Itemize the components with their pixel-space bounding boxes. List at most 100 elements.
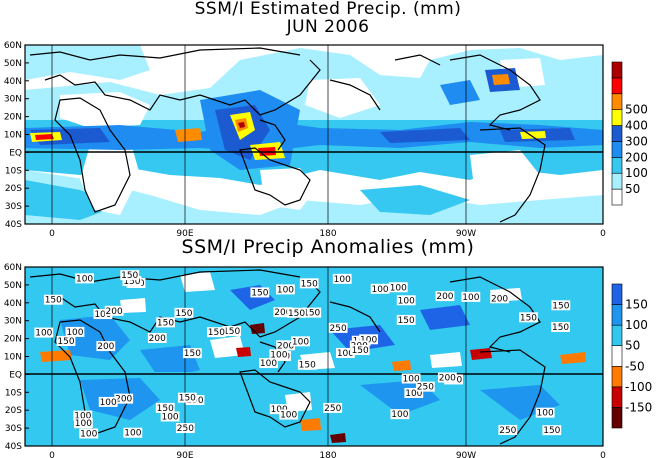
- contour-label: 150: [57, 337, 74, 347]
- contour-label: 150: [123, 277, 140, 287]
- lat-tick-label: 40N: [4, 299, 22, 309]
- contour-label: 150: [552, 323, 569, 333]
- colorbar-swatch: [611, 365, 623, 388]
- contour-label: 100: [94, 310, 111, 320]
- colorbar-swatch: [611, 345, 623, 367]
- colorbar-label: 400: [625, 119, 648, 133]
- contour-label: 100: [76, 274, 93, 284]
- lat-tick-label: 10N: [4, 353, 22, 363]
- contour-label: 150: [208, 328, 225, 338]
- contour-label: 100: [391, 410, 408, 420]
- contour-label: 150: [251, 288, 268, 298]
- colorbar-swatch: [611, 283, 623, 305]
- anomaly-map-panel: 1501001501001001501001501001001001502001…: [4, 263, 652, 458]
- colorbar-swatch: [611, 125, 623, 142]
- colorbar-swatch: [611, 157, 623, 174]
- contour-label: 150: [45, 296, 62, 306]
- colorbar-swatch: [611, 324, 623, 347]
- lat-tick-label: 40S: [5, 220, 22, 230]
- contour-label: 100: [100, 398, 117, 408]
- colorbar-label: -50: [625, 359, 645, 373]
- contour-label: 150: [121, 271, 138, 281]
- map2-colorbar: 150 100 50 -50 -100 -150: [611, 283, 652, 429]
- colorbar-label: 300: [625, 134, 648, 148]
- lat-tick-label: 60N: [4, 41, 22, 51]
- contour-label: 150: [398, 316, 415, 326]
- map2-title: SSM/I Precip Anomalies (mm): [181, 236, 475, 258]
- lat-tick-label: 10N: [4, 131, 22, 141]
- lat-tick-label: EQ: [9, 148, 22, 158]
- colorbar-label: -150: [625, 400, 652, 414]
- contour-label: 150: [303, 309, 320, 319]
- contour-label: 100: [66, 328, 83, 338]
- contour-label: 200: [106, 307, 123, 317]
- contour-label: 100: [124, 429, 141, 439]
- contour-label: 100: [537, 409, 554, 419]
- colorbar-label: 200: [625, 150, 648, 164]
- lat-tick-label: 20N: [4, 113, 22, 123]
- colorbar-swatch: [611, 109, 623, 126]
- contour-label: 150: [157, 404, 174, 414]
- lon-tick-label: 90E: [176, 229, 193, 239]
- anomaly-contour-labels: 1501001501001001501001501001001001502001…: [34, 270, 571, 439]
- colorbar-swatch: [611, 77, 623, 95]
- contour-label: 150: [288, 309, 305, 319]
- colorbar-label: 50: [625, 339, 640, 353]
- map1-lat-axis: 60N 50N 40N 30N 20N 10N EQ 10S 20S 30S 40S: [4, 41, 29, 230]
- contour-label: 250: [499, 426, 516, 436]
- contour-label: 200: [277, 341, 294, 351]
- map2-lat-axis: 60N 50N 40N 30N 20N 10N EQ 10S 20S 30S 40S: [4, 263, 29, 452]
- contour-label: 100: [292, 337, 309, 347]
- colorbar-swatch: [611, 141, 623, 158]
- lon-tick-label: 180: [319, 229, 336, 239]
- lat-tick-label: 40S: [5, 442, 22, 452]
- contour-label: 200: [274, 308, 291, 318]
- contour-label: 150: [543, 426, 560, 436]
- contour-label: 150: [299, 361, 316, 371]
- contour-label: 250: [177, 424, 194, 434]
- lon-tick-label: 0: [600, 229, 606, 239]
- lat-tick-label: 50N: [4, 59, 22, 69]
- map2-lon-axis: 0 90E 180 90W 0: [49, 451, 606, 458]
- contour-label: 150: [157, 318, 174, 328]
- contour-label: 100: [390, 283, 407, 293]
- colorbar-swatch: [611, 172, 623, 190]
- contour-label: 100: [35, 329, 52, 339]
- lat-tick-label: 20S: [5, 184, 22, 194]
- contour-label: 200: [149, 334, 166, 344]
- lat-tick-label: 10S: [5, 388, 22, 398]
- lon-tick-label: 0: [600, 451, 606, 458]
- lon-tick-label: 180: [319, 451, 336, 458]
- lon-tick-label: 90W: [456, 451, 476, 458]
- contour-label: 150: [301, 279, 318, 289]
- precip-map-panel: 60N 50N 40N 30N 20N 10N EQ 10S 20S 30S 40S 0 90E 180…: [4, 41, 648, 239]
- lat-tick-label: 50N: [4, 281, 22, 291]
- lat-tick-label: 20S: [5, 406, 22, 416]
- map1-subtitle: JUN 2006: [286, 17, 370, 37]
- contour-label: 100: [280, 411, 297, 421]
- colorbar-swatch: [611, 304, 623, 326]
- contour-label: 100: [260, 359, 277, 369]
- lat-tick-label: 30N: [4, 317, 22, 327]
- contour-label: 200: [439, 373, 456, 383]
- contour-label: 150: [179, 394, 196, 404]
- lat-tick-label: 30N: [4, 95, 22, 105]
- contour-label: 150: [184, 349, 201, 359]
- lat-tick-label: 20N: [4, 335, 22, 345]
- contour-label: 250: [417, 383, 434, 393]
- contour-label: 100: [270, 350, 287, 360]
- contour-label: 100: [75, 419, 92, 429]
- contour-label: 250: [330, 324, 347, 334]
- lat-tick-label: 30S: [5, 202, 22, 212]
- colorbar-label: 100: [625, 166, 648, 180]
- lat-tick-label: EQ: [9, 370, 22, 380]
- anomaly-shading: [25, 267, 603, 446]
- lon-tick-label: 0: [49, 229, 55, 239]
- colorbar-swatch: [611, 93, 623, 110]
- colorbar-label: 100: [625, 318, 648, 332]
- contour-label: 100: [405, 389, 422, 399]
- contour-label: 100: [360, 335, 377, 345]
- contour-label: 100: [403, 375, 420, 385]
